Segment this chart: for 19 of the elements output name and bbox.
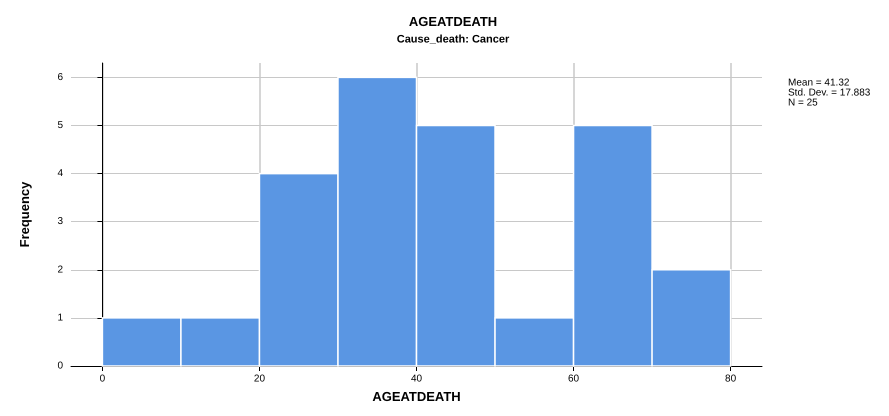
x-tick-label: 60 [568,374,580,384]
x-tick-label: 80 [725,374,737,384]
text: Std. Dev. = 17.883 [788,88,871,98]
y-tick-label: 6 [57,72,64,83]
y-tick-label: 1 [57,312,64,324]
x-axis-title: AGEATDEATH [372,389,461,404]
y-axis-title: Frequency [17,180,32,248]
x-tick-label: 40 [410,374,422,384]
y-tick-label: 2 [57,264,64,276]
chart-subtitle: Cause_death: Cancer [396,34,510,46]
y-tick-label: 3 [57,216,64,228]
text: Mean = 41.32 [788,78,850,88]
x-tick-label: 0 [100,374,106,384]
y-tick-label: 4 [57,168,64,180]
text: N = 25 [788,98,818,108]
chart-title: AGEATDEATH [408,14,498,29]
y-tick-label: 5 [57,120,64,132]
x-tick-label: 20 [254,374,266,384]
y-tick-label: 0 [57,360,64,372]
